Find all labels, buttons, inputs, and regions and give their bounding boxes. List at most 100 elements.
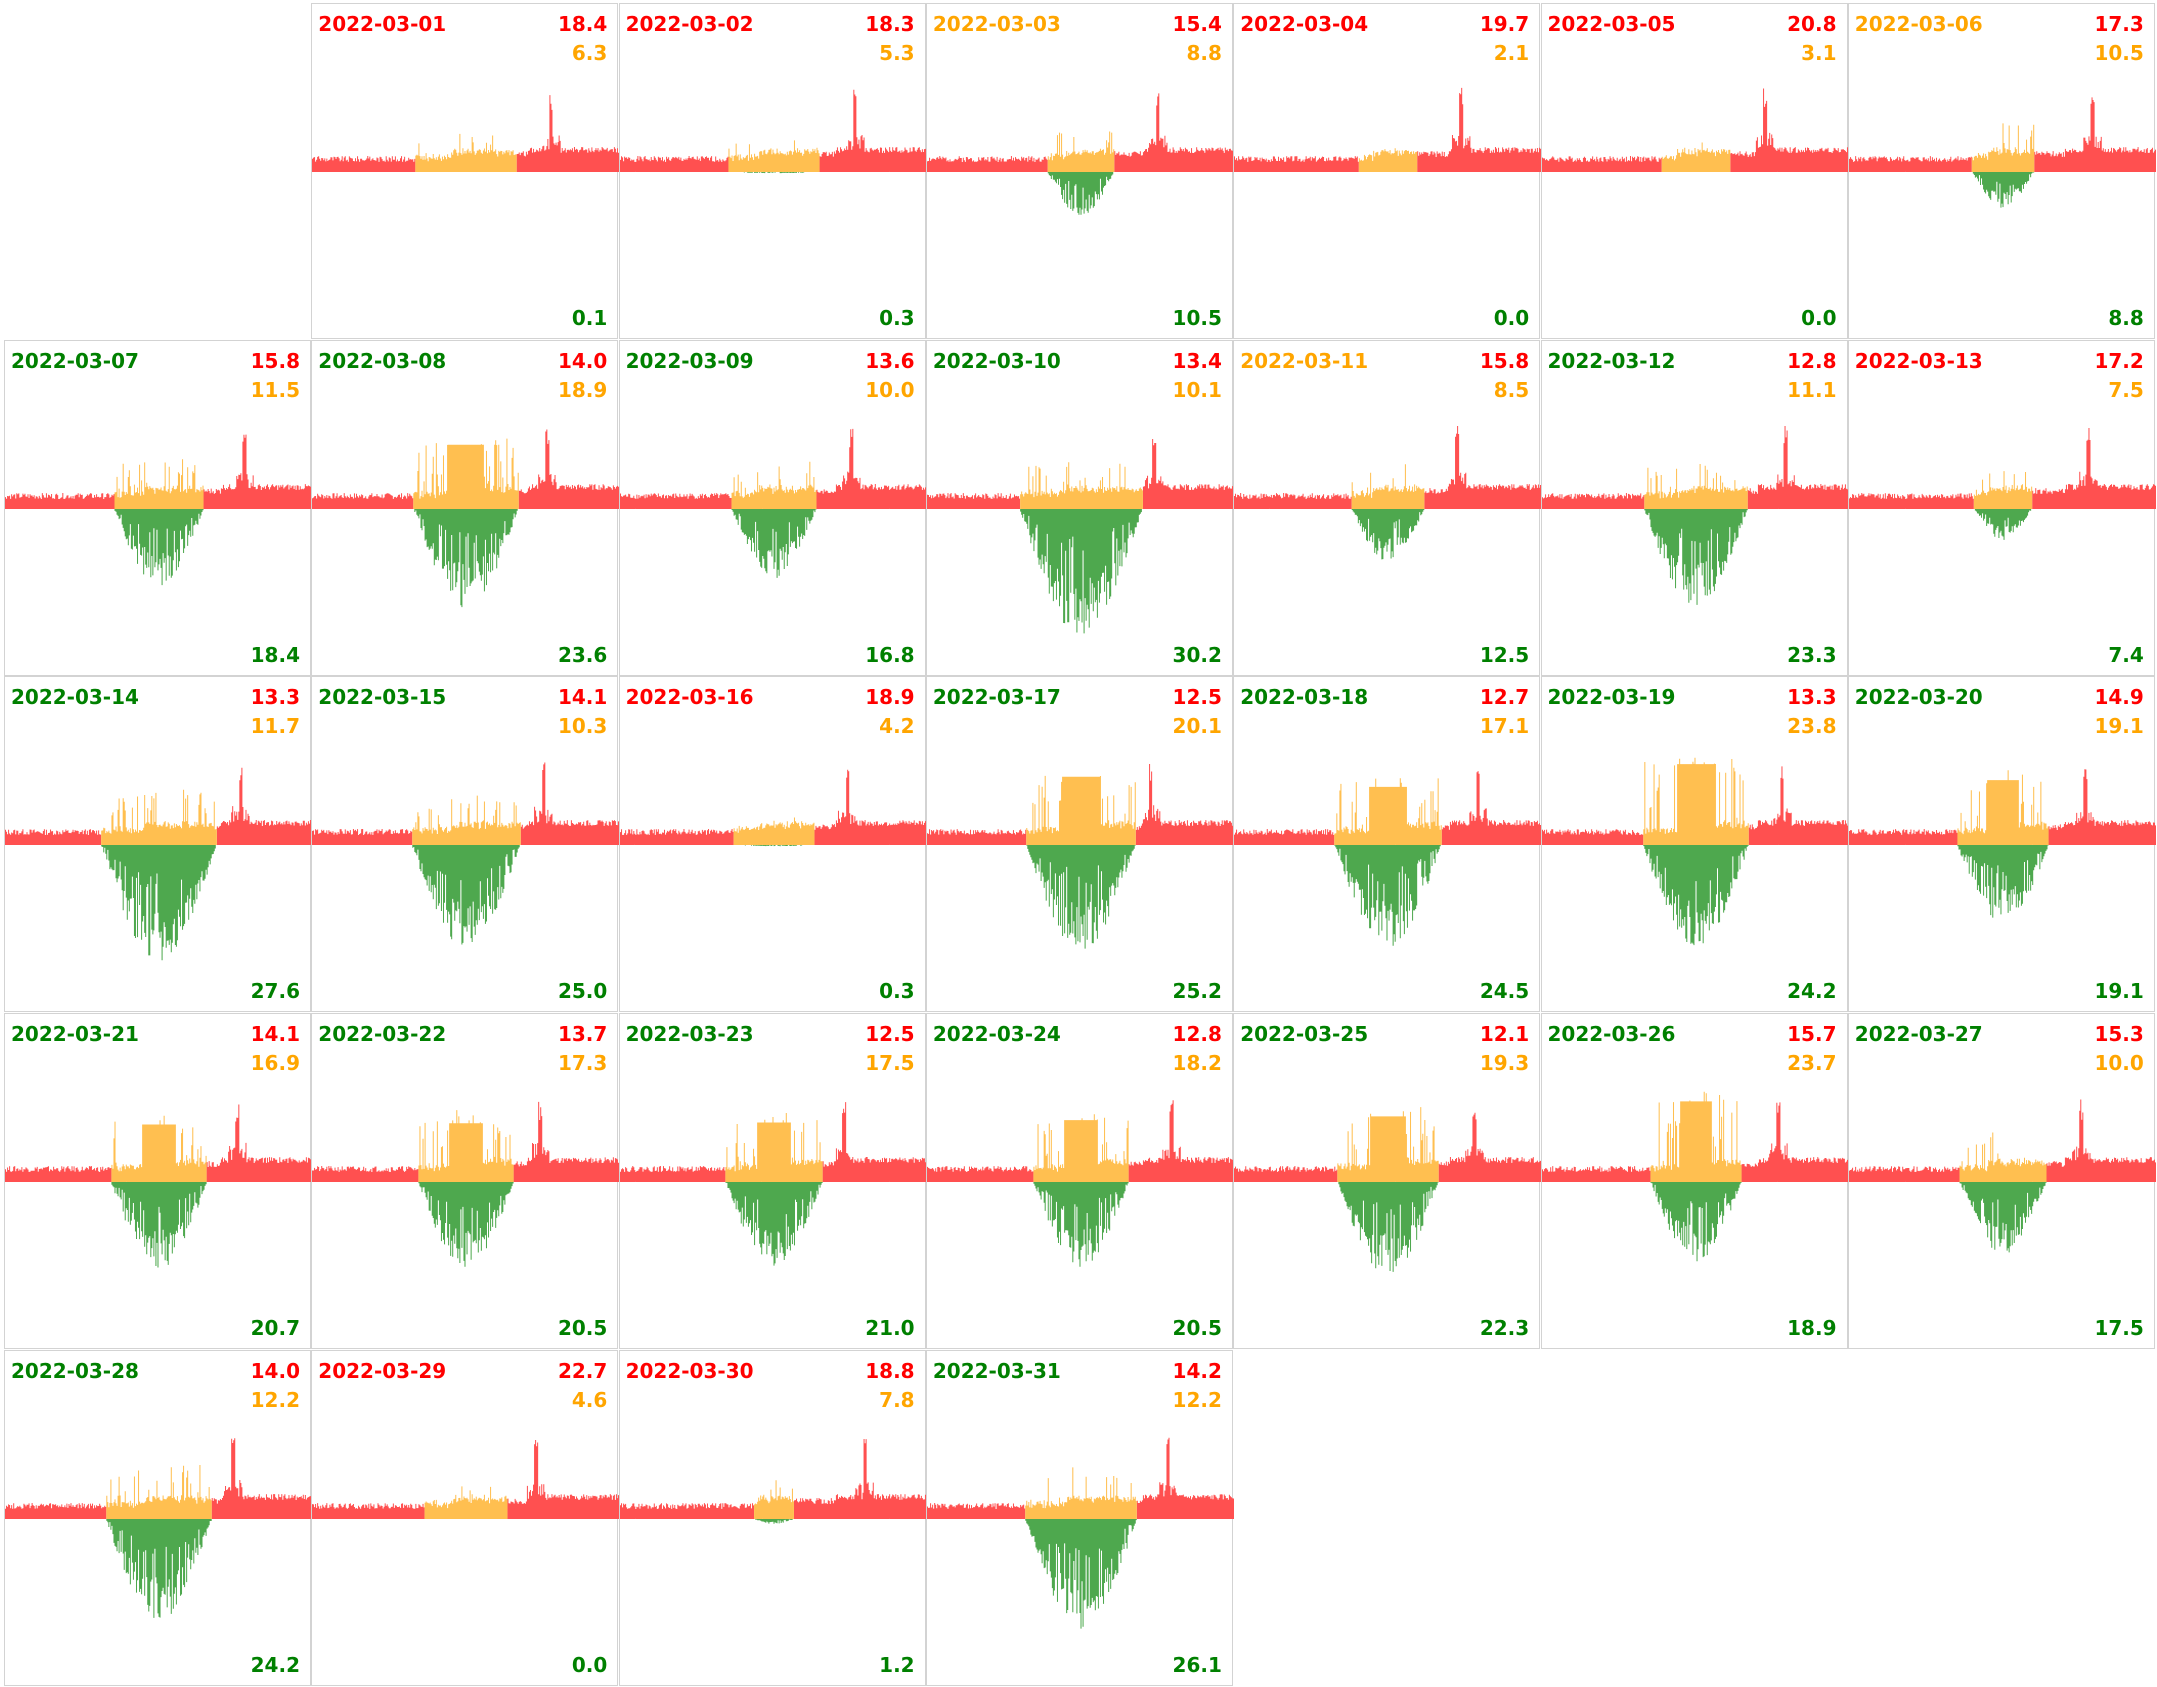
date-label: 2022-03-05: [1547, 12, 1676, 36]
production-value: 19.1: [2094, 979, 2144, 1004]
self-consumption-value: 5.3: [879, 41, 915, 65]
self-consumption-area: [415, 133, 517, 172]
production-value: 24.5: [1479, 979, 1530, 1004]
production-value: 26.1: [1172, 1652, 1222, 1677]
production-value: 20.7: [250, 1316, 300, 1341]
production-value: 17.5: [2094, 1316, 2144, 1341]
production-value: 0.0: [1493, 306, 1530, 330]
self-consumption-area: [1026, 776, 1136, 846]
date-label: 2022-03-25: [1240, 1022, 1369, 1047]
day-energy-chart: [619, 1102, 927, 1266]
production-value: 27.6: [250, 979, 300, 1004]
production-value: 24.2: [1787, 979, 1837, 1004]
day-cell: 2022-03-27 15.3 10.0 17.5: [1847, 1013, 2156, 1350]
self-consumption-area: [1334, 778, 1442, 846]
day-cell: 2022-03-11 15.8 8.5 12.5: [1233, 339, 1542, 676]
production-value: 12.5: [1479, 642, 1530, 667]
self-consumption-value: 10.3: [557, 714, 608, 739]
day-energy-chart: [619, 89, 927, 174]
self-consumption-area: [1642, 758, 1749, 846]
self-consumption-value: 17.5: [865, 1051, 915, 1076]
self-consumption-area: [412, 795, 522, 846]
day-cell: 2022-03-07 15.8 11.5 18.4: [4, 339, 312, 676]
date-label: 2022-03-21: [11, 1022, 139, 1047]
date-label: 2022-03-16: [625, 685, 754, 710]
date-label: 2022-03-23: [625, 1022, 754, 1047]
consumption-value: 18.8: [865, 1358, 915, 1383]
consumption-value: 15.3: [2094, 1022, 2144, 1047]
date-label: 2022-03-29: [318, 1358, 447, 1383]
self-consumption-value: 12.2: [250, 1387, 300, 1412]
day-cell: 2022-03-29 22.7 4.6 0.0: [311, 1349, 620, 1686]
production-value: 23.3: [1787, 642, 1837, 667]
day-cell: 2022-03-16 18.9 4.2 0.3: [618, 676, 927, 1013]
production-value: 18.9: [1787, 1316, 1837, 1341]
day-energy-chart: [5, 1437, 312, 1618]
self-consumption-area: [733, 817, 815, 846]
production-value: 23.6: [557, 642, 608, 667]
consumption-area: [312, 429, 620, 509]
date-label: 2022-03-22: [318, 1022, 447, 1047]
consumption-value: 17.2: [2094, 348, 2144, 373]
production-area: [1338, 1182, 1439, 1272]
self-consumption-area: [114, 458, 204, 509]
consumption-value: 13.4: [1172, 348, 1222, 373]
day-cell: 2022-03-08 14.0 18.9 23.6: [311, 339, 620, 676]
day-energy-chart: [312, 429, 620, 607]
self-consumption-value: 7.5: [2108, 377, 2144, 402]
self-consumption-value: 18.2: [1172, 1051, 1222, 1076]
production-area: [743, 172, 804, 174]
production-value: 24.2: [250, 1652, 300, 1677]
self-consumption-value: 11.7: [250, 714, 300, 739]
day-cell: 2022-03-04 19.7 2.1 0.0: [1233, 3, 1542, 339]
production-value: 20.5: [557, 1316, 608, 1341]
self-consumption-value: 12.2: [1172, 1387, 1222, 1412]
self-consumption-area: [424, 1486, 508, 1519]
self-consumption-value: 10.0: [865, 377, 915, 402]
production-area: [731, 508, 817, 578]
self-consumption-value: 8.8: [1186, 41, 1222, 65]
production-area: [1643, 508, 1748, 605]
production-value: 1.2: [879, 1652, 915, 1677]
self-consumption-area: [106, 1464, 212, 1519]
consumption-value: 15.7: [1787, 1022, 1837, 1047]
production-value: 10.5: [1172, 306, 1222, 330]
production-value: 8.8: [2108, 306, 2144, 330]
production-area: [414, 508, 518, 607]
date-label: 2022-03-31: [932, 1358, 1061, 1383]
consumption-area: [1541, 1102, 1849, 1183]
self-consumption-area: [1957, 770, 2049, 846]
production-area: [1642, 845, 1749, 946]
production-value: 20.5: [1172, 1316, 1222, 1341]
production-value: 0.0: [571, 1652, 608, 1677]
day-energy-chart: [619, 1438, 927, 1524]
self-consumption-area: [1661, 142, 1730, 172]
consumption-area: [1234, 87, 1542, 172]
self-consumption-value: 18.9: [557, 377, 608, 402]
self-consumption-value: 17.3: [557, 1051, 608, 1076]
consumption-area: [1234, 425, 1542, 509]
day-cell: 2022-03-23 12.5 17.5 21.0: [618, 1013, 927, 1350]
day-energy-chart: [1234, 87, 1542, 172]
production-area: [1351, 508, 1425, 560]
production-area: [1957, 845, 2049, 918]
day-cell: 2022-03-22 13.7 17.3 20.5: [311, 1013, 620, 1350]
production-value: 25.0: [557, 979, 608, 1004]
consumption-value: 20.8: [1787, 12, 1837, 36]
consumption-value: 15.8: [1479, 348, 1530, 373]
consumption-area: [312, 1101, 620, 1183]
day-energy-chart: [312, 95, 620, 172]
date-label: 2022-03-19: [1547, 685, 1676, 710]
self-consumption-value: 17.1: [1479, 714, 1530, 739]
production-area: [101, 845, 216, 961]
day-energy-chart: [619, 428, 927, 578]
self-consumption-area: [1643, 463, 1748, 509]
self-consumption-area: [418, 1110, 514, 1183]
day-energy-chart: [1541, 88, 1849, 172]
consumption-value: 19.7: [1479, 12, 1530, 36]
production-value: 0.3: [879, 306, 915, 330]
production-area: [111, 1182, 207, 1268]
day-energy-chart: [619, 770, 927, 847]
day-cell: 2022-03-09 13.6 10.0 16.8: [618, 339, 927, 676]
date-label: 2022-03-04: [1240, 12, 1369, 36]
